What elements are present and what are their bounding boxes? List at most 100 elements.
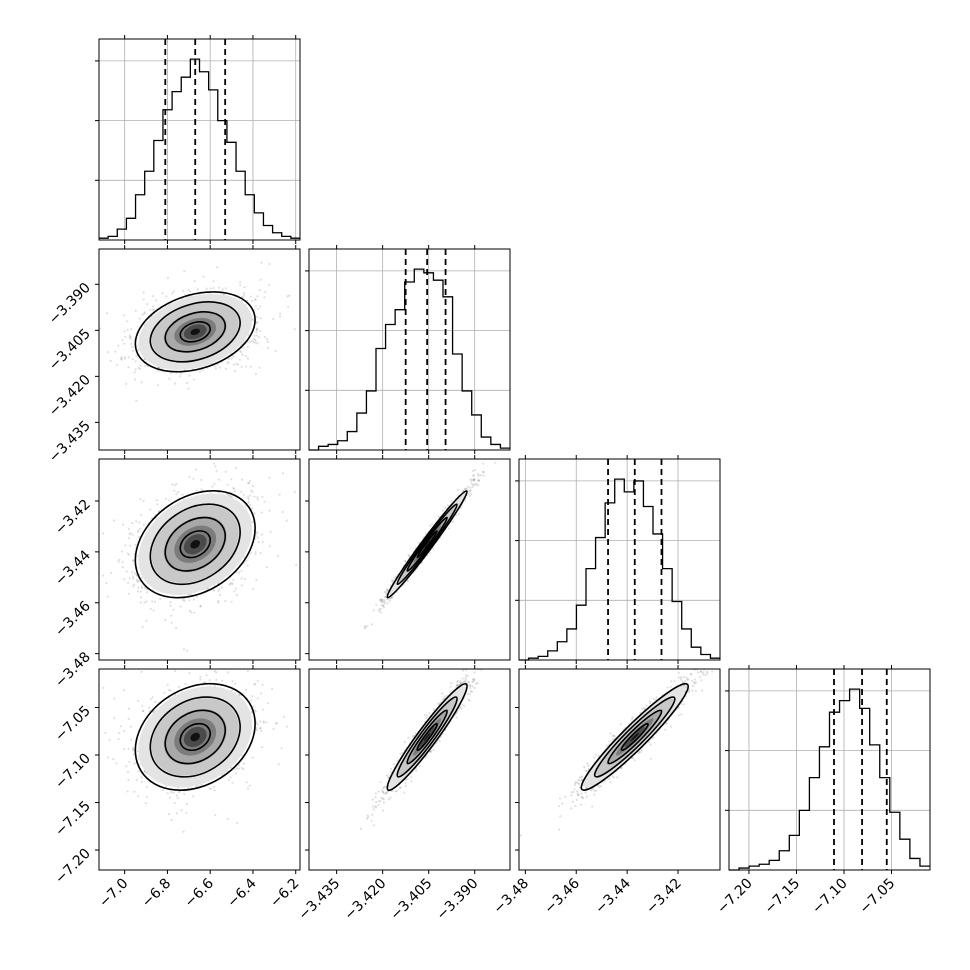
scatter-point	[200, 478, 203, 481]
scatter-point	[220, 586, 223, 589]
scatter-point	[188, 475, 191, 478]
scatter-point	[469, 489, 472, 492]
scatter-point	[225, 493, 228, 496]
scatter-point	[136, 530, 140, 533]
scatter-point	[168, 377, 171, 380]
scatter-point	[117, 344, 120, 347]
scatter-point	[224, 287, 227, 290]
contour-0	[179, 530, 211, 559]
scatter-point	[472, 484, 475, 487]
scatter-point	[242, 291, 246, 295]
scatter-point	[472, 479, 475, 482]
scatter-point	[217, 478, 221, 481]
scatter-point	[132, 577, 135, 580]
scatter-point	[179, 375, 182, 378]
scatter-point	[133, 762, 136, 765]
scatter-point	[181, 493, 184, 496]
scatter-point	[226, 483, 229, 486]
scatter-point	[140, 596, 143, 599]
scatter-point	[133, 583, 136, 586]
scatter-point	[145, 796, 148, 799]
scatter-point	[245, 781, 248, 784]
scatter-point	[127, 707, 130, 710]
scatter-point	[379, 608, 382, 611]
scatter-point	[146, 303, 149, 306]
scatter-point	[260, 533, 263, 536]
scatter-point	[248, 482, 251, 485]
scatter-point	[251, 485, 254, 488]
scatter-point	[403, 559, 406, 563]
scatter-point	[232, 355, 235, 359]
scatter-point	[132, 575, 135, 578]
scatter-point	[130, 327, 133, 331]
scatter-point	[239, 284, 242, 287]
scatter-point	[171, 292, 174, 295]
panel-content-2-0	[101, 462, 298, 653]
scatter-point	[249, 504, 252, 507]
scatter-point	[473, 478, 476, 481]
scatter-point	[245, 559, 248, 562]
scatter-point	[431, 523, 434, 526]
scatter-point	[122, 689, 125, 692]
scatter-point	[264, 291, 267, 294]
scatter-point	[237, 764, 240, 767]
scatter-point	[380, 604, 383, 607]
scatter-point	[372, 609, 375, 612]
scatter-point	[473, 483, 476, 486]
scatter-point	[446, 504, 449, 507]
scatter-point	[250, 339, 253, 342]
scatter-point	[269, 530, 272, 533]
scatter-point	[123, 330, 126, 333]
scatter-point	[293, 490, 296, 493]
scatter-point	[471, 469, 474, 472]
scatter-point	[137, 586, 140, 589]
scatter-point	[168, 499, 171, 502]
scatter-point	[127, 581, 130, 584]
scatter-point	[226, 671, 229, 674]
scatter-point	[140, 381, 143, 384]
scatter-point	[391, 579, 394, 582]
scatter-point	[218, 637, 220, 639]
scatter-point	[131, 349, 135, 352]
scatter-point	[137, 348, 140, 352]
scatter-point	[216, 363, 219, 367]
scatter-point	[135, 354, 138, 357]
scatter-point	[240, 569, 243, 573]
scatter-point	[379, 611, 383, 614]
scatter-point	[256, 697, 259, 700]
scatter-point	[240, 351, 243, 354]
scatter-point	[482, 470, 485, 474]
scatter-point	[218, 588, 221, 591]
scatter-point	[437, 516, 440, 519]
scatter-point	[383, 595, 387, 599]
scatter-point	[152, 609, 155, 612]
scatter-point	[473, 479, 476, 482]
scatter-point	[128, 336, 131, 339]
scatter-point	[233, 490, 236, 493]
scatter-point	[381, 600, 384, 603]
scatter-point	[166, 277, 169, 280]
scatter-point	[128, 577, 131, 580]
scatter-point	[127, 553, 131, 556]
panel-content-1-0	[99, 261, 296, 402]
y-tick-label: −3.435	[46, 418, 94, 466]
scatter-point	[141, 704, 144, 708]
scatter-point	[141, 625, 144, 628]
scatter-point	[407, 553, 410, 556]
scatter-point	[137, 529, 140, 532]
scatter-point	[255, 329, 258, 332]
scatter-point	[249, 365, 252, 368]
scatter-point	[244, 504, 247, 507]
scatter-point	[266, 340, 269, 343]
scatter-point	[139, 367, 142, 370]
scatter-point	[141, 587, 144, 590]
contour-3	[134, 490, 256, 599]
scatter-point	[240, 584, 243, 587]
scatter-point	[268, 476, 271, 479]
scatter-point	[258, 289, 261, 292]
scatter-point	[121, 561, 124, 564]
scatter-point	[384, 591, 387, 595]
scatter-point	[388, 599, 391, 602]
scatter-point	[135, 578, 138, 581]
scatter-point	[212, 287, 215, 290]
